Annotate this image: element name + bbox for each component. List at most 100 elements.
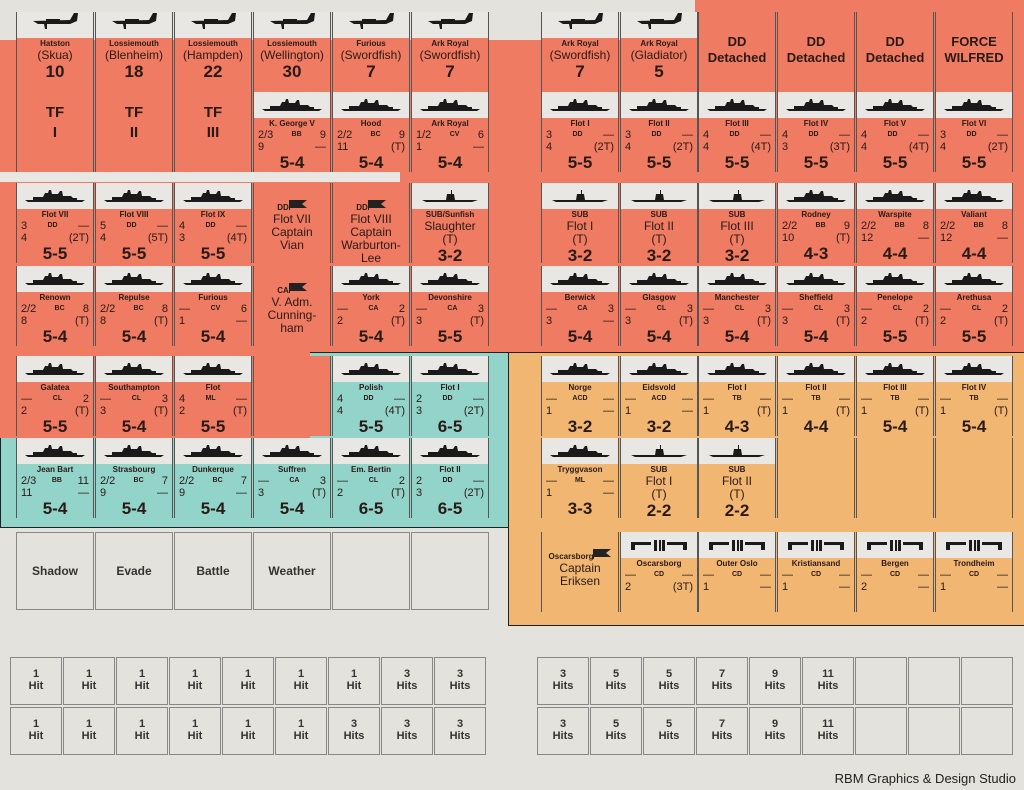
hit-marker[interactable] (908, 657, 960, 705)
counter-ship[interactable]: Furious — CV 6 1—5-4 (174, 266, 252, 346)
hit-marker[interactable]: 1 Hit (169, 707, 221, 755)
counter-ship[interactable]: Ark Royal 1/2 CV 6 1—5-4 (411, 92, 489, 172)
hit-marker[interactable]: 3 Hits (381, 657, 433, 705)
hit-marker[interactable] (961, 657, 1013, 705)
hit-marker[interactable] (908, 707, 960, 755)
counter-blank[interactable] (935, 438, 1013, 518)
counter-fort[interactable]: Oscarsborg — CD —2 (3T) (620, 532, 698, 612)
counter-mk[interactable]: DD Detached (698, 12, 776, 92)
counter-blank[interactable] (253, 356, 331, 436)
counter-ship[interactable]: Hood 2/2 BC 9 11 (T) 5-4 (332, 92, 410, 172)
counter-ship[interactable]: Sheffield — CL 3 3 (T) 5-4 (777, 266, 855, 346)
counter-ship[interactable]: Arethusa — CL 2 2 (T) 5-5 (935, 266, 1013, 346)
hit-marker[interactable]: 7 Hits (696, 707, 748, 755)
counter-lead[interactable]: CA V. Adm. Cunning-ham (253, 266, 331, 346)
counter-ship[interactable]: Devonshire — CA 3 3 (T) 5-5 (411, 266, 489, 346)
counter-lead[interactable]: DD Flot VIII Captain Warburton- Lee (332, 183, 410, 263)
hit-marker[interactable] (961, 707, 1013, 755)
counter-fort[interactable]: Outer Oslo — CD —1— (698, 532, 776, 612)
hit-marker[interactable]: 1 Hit (63, 707, 115, 755)
counter-ship[interactable]: Dunkerque 2/2 BC 7 9—5-4 (174, 438, 252, 518)
counter-ship[interactable]: Flot IV — TB —1 (T) 5-4 (935, 356, 1013, 436)
counter-ship[interactable]: Southampton — CL 3 3 (T) 5-4 (95, 356, 173, 436)
counter-air[interactable]: Lossiemouth (Wellington) 30 (253, 12, 331, 92)
hit-marker[interactable]: 1 Hit (116, 657, 168, 705)
counter-mk[interactable]: FORCE WILFRED (935, 12, 1013, 92)
hit-marker[interactable]: 3 Hits (381, 707, 433, 755)
counter-ship[interactable]: Flot I 2 DD — 3 (2T) 6-5 (411, 356, 489, 436)
hit-marker[interactable]: 5 Hits (590, 707, 642, 755)
hit-marker[interactable]: 11 Hits (802, 657, 854, 705)
hit-marker[interactable]: 9 Hits (749, 707, 801, 755)
counter-ship[interactable]: Flot VIII 5 DD — 4 (5T) 5-5 (95, 183, 173, 263)
counter-ship[interactable]: Valiant 2/2 BB 8 12 — 4-4 (935, 183, 1013, 263)
counter-ship[interactable]: Polish 4 DD — 4 (4T) 5-5 (332, 356, 410, 436)
game-marker[interactable]: Evade (95, 532, 173, 610)
counter-mk[interactable]: DD Detached (856, 12, 934, 92)
hit-marker[interactable]: 1 Hit (275, 657, 327, 705)
game-marker[interactable]: Shadow (16, 532, 94, 610)
game-marker[interactable] (411, 532, 489, 610)
hit-marker[interactable]: 5 Hits (643, 707, 695, 755)
counter-ship[interactable]: Flot II 2 DD — 3 (2T) 6-5 (411, 438, 489, 518)
counter-air[interactable]: Ark Royal (Swordfish) 7 (411, 12, 489, 92)
hit-marker[interactable]: 1 Hit (222, 657, 274, 705)
hit-marker[interactable]: 1 Hit (328, 657, 380, 705)
hit-marker[interactable]: 5 Hits (590, 657, 642, 705)
counter-air[interactable]: Hatston (Skua) 10 (16, 12, 94, 92)
counter-ship[interactable]: Strasbourg 2/2 BC 7 9—5-4 (95, 438, 173, 518)
counter-ship[interactable]: Warspite 2/2 BB 8 12 — 4-4 (856, 183, 934, 263)
counter-blank[interactable] (856, 438, 934, 518)
hit-marker[interactable]: 9 Hits (749, 657, 801, 705)
hit-marker[interactable]: 3 Hits (434, 707, 486, 755)
counter-ship[interactable]: Tryggvason — ML —1—3-3 (541, 438, 619, 518)
counter-ship[interactable]: Norge — ACD —1—3-2 (541, 356, 619, 436)
hit-marker[interactable]: 3 Hits (537, 707, 589, 755)
hit-marker[interactable]: 11 Hits (802, 707, 854, 755)
hit-marker[interactable]: 1 Hit (222, 707, 274, 755)
counter-ship[interactable]: Repulse 2/2 BC 8 8 (T) 5-4 (95, 266, 173, 346)
game-marker[interactable] (332, 532, 410, 610)
counter-lead[interactable]: Oscarsborg Captain Eriksen (541, 532, 619, 612)
counter-ship[interactable]: Jean Bart 2/3 BB 11 11—5-4 (16, 438, 94, 518)
counter-ship[interactable]: Rodney 2/2 BB 9 10 (T) 4-3 (777, 183, 855, 263)
counter-ship[interactable]: Galatea — CL 2 2 (T) 5-5 (16, 356, 94, 436)
hit-marker[interactable]: 1 Hit (10, 707, 62, 755)
game-marker[interactable]: Battle (174, 532, 252, 610)
counter-air[interactable]: Ark Royal (Gladiator) 5 (620, 12, 698, 92)
counter-ship[interactable]: Flot IV 4 DD — 3 (3T) 5-5 (777, 92, 855, 172)
counter-mk[interactable]: DD Detached (777, 12, 855, 92)
counter-fort[interactable]: Kristiansand — CD —1— (777, 532, 855, 612)
counter-fort[interactable]: Trondheim — CD —1— (935, 532, 1013, 612)
counter-ship[interactable]: Flot 4 ML — 2 (T) 5-5 (174, 356, 252, 436)
counter-ship[interactable]: Penelope — CL 2 2 (T) 5-5 (856, 266, 934, 346)
hit-marker[interactable]: 1 Hit (116, 707, 168, 755)
counter-ship[interactable]: K. George V 2/3 BB 9 9—5-4 (253, 92, 331, 172)
counter-ship[interactable]: Renown 2/2 BC 8 8 (T) 5-4 (16, 266, 94, 346)
counter-ship[interactable]: Flot IX 4 DD — 3 (4T) 5-5 (174, 183, 252, 263)
hit-marker[interactable]: 7 Hits (696, 657, 748, 705)
counter-ship[interactable]: York — CA 2 2 (T) 5-4 (332, 266, 410, 346)
hit-marker[interactable]: 1 Hit (169, 657, 221, 705)
hit-marker[interactable] (855, 707, 907, 755)
counter-sub[interactable]: SUB Flot II (T) 2-2 (698, 438, 776, 518)
hit-marker[interactable]: 1 Hit (10, 657, 62, 705)
counter-ship[interactable]: Flot VII 3 DD — 4 (2T) 5-5 (16, 183, 94, 263)
counter-sub[interactable]: SUB/Sunfish Slaughter (T) 3-2 (411, 183, 489, 263)
counter-sub[interactable]: SUB Flot II (T) 3-2 (620, 183, 698, 263)
counter-tf[interactable]: TF III (174, 92, 252, 172)
hit-marker[interactable]: 3 Hits (328, 707, 380, 755)
counter-fort[interactable]: Bergen — CD —2— (856, 532, 934, 612)
hit-marker[interactable]: 1 Hit (63, 657, 115, 705)
counter-air[interactable]: Furious (Swordfish) 7 (332, 12, 410, 92)
counter-sub[interactable]: SUB Flot III (T) 3-2 (698, 183, 776, 263)
counter-ship[interactable]: Suffren — CA 3 3 (T) 5-4 (253, 438, 331, 518)
counter-air[interactable]: Lossiemouth (Hampden) 22 (174, 12, 252, 92)
hit-marker[interactable]: 3 Hits (434, 657, 486, 705)
counter-lead[interactable]: DD Flot VII Captain Vian (253, 183, 331, 263)
counter-tf[interactable]: TF I (16, 92, 94, 172)
counter-air[interactable]: Ark Royal (Swordfish) 7 (541, 12, 619, 92)
counter-sub[interactable]: SUB Flot I (T) 2-2 (620, 438, 698, 518)
counter-blank[interactable] (777, 438, 855, 518)
hit-marker[interactable] (855, 657, 907, 705)
